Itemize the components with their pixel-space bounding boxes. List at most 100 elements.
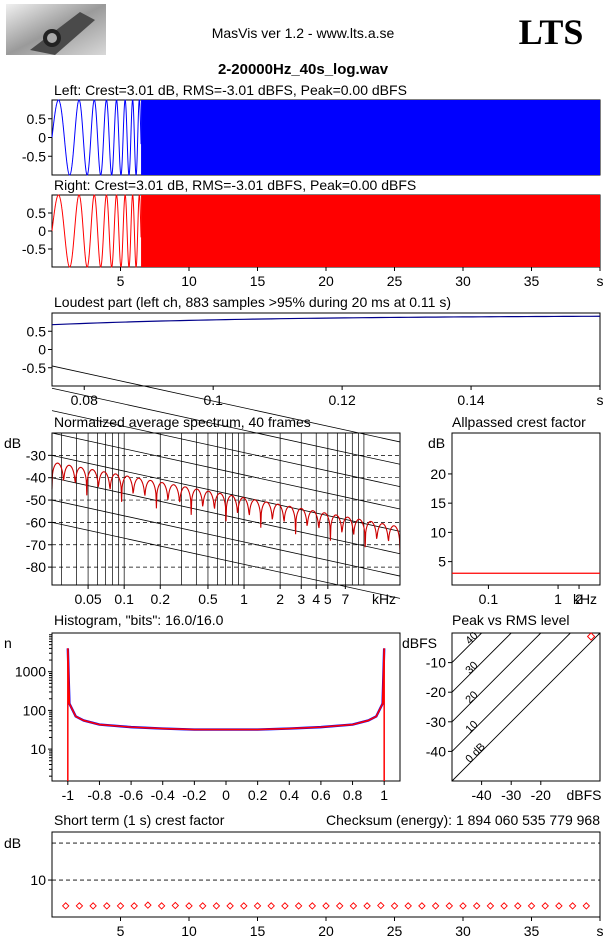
histogram-xtick-label: 0.8 — [343, 787, 363, 803]
right-signal-line — [51, 194, 142, 268]
peak-rms-ytick-label: -10 — [426, 655, 446, 671]
short-term-point — [294, 902, 303, 910]
peak-rms-diagonal — [451, 632, 512, 693]
short-term-point — [527, 902, 536, 910]
spectrum-xtick-label: 5 — [324, 591, 332, 607]
file-name: 2-20000Hz_40s_log.wav — [218, 61, 389, 78]
short-term-point — [281, 902, 289, 910]
loudest-series-line — [51, 315, 601, 326]
short-term-xtick-label: 30 — [455, 923, 471, 939]
histogram-title: Histogram, "bits": 16.0/16.0 — [54, 612, 224, 628]
short-term-point — [103, 902, 111, 910]
spectrum-slope-line — [51, 499, 401, 577]
right-xtick-label: 35 — [524, 273, 540, 289]
right-xtick-label: 30 — [455, 273, 471, 289]
short-term-point — [363, 902, 371, 910]
histogram-ytick-label: 1000 — [15, 664, 46, 680]
short-term-xtick-label: 35 — [524, 923, 540, 939]
short-term-point — [500, 902, 508, 910]
loudest-xtick-label: 0.14 — [457, 392, 484, 408]
histogram-series-line — [67, 648, 385, 731]
peak-rms-xtick-label: -40 — [471, 787, 491, 803]
right-ytick-label: -0.5 — [22, 241, 46, 257]
peak-rms-diagonal — [451, 632, 571, 752]
right-xtick-label: 20 — [318, 273, 334, 289]
short-term-point — [322, 902, 330, 910]
allpass-frame — [451, 432, 601, 586]
short-term-point — [431, 902, 440, 910]
short-term-point — [335, 902, 344, 910]
short-term-frame — [51, 831, 601, 918]
spectrum-plot: dB -30 -40 -50 -60 -70 -80 0.05 0.1 0.2 0.5 1 2 3 4 5 7 k… — [4, 365, 401, 607]
short-term-point — [459, 902, 467, 910]
loudest-part-title: Loudest part (left ch, 883 samples >95% … — [54, 294, 451, 310]
short-term-point — [198, 902, 207, 910]
allpass-xtick-label: 2 — [575, 591, 583, 607]
short-term-point — [472, 902, 481, 910]
spectrum-ylabel: dB — [4, 435, 21, 451]
spectrum-ytick-label: -40 — [26, 470, 46, 486]
loudest-ytick-label: 0.5 — [27, 323, 47, 339]
right-waveform-plot: 0.5 0 -0.5 5 10 15 20 25 30 35 s — [22, 194, 604, 289]
peak-rms-ytick-label: -20 — [426, 684, 446, 700]
lts-logo: LTS — [519, 12, 584, 52]
histogram-ylabel: n — [4, 635, 12, 651]
short-term-point — [130, 902, 138, 910]
spectrum-ytick-label: -50 — [26, 492, 46, 508]
short-term-point — [486, 902, 495, 910]
spectrum-ytick-label: -30 — [26, 447, 46, 463]
right-channel-title: Right: Crest=3.01 dB, RMS=-3.01 dBFS, Pe… — [54, 177, 416, 193]
loudest-part-plot: 0.5 0 -0.5 0.08 0.1 0.12 0.14 s — [22, 312, 604, 408]
short-term-point — [240, 902, 248, 910]
spectrum-slope-line — [51, 365, 401, 443]
short-term-point — [212, 902, 221, 910]
spectrum-slope-line — [51, 454, 401, 532]
allpass-xtick-label: 0.1 — [479, 591, 499, 607]
spectrum-xtick-label: 3 — [297, 591, 305, 607]
short-term-ytick-label: 10 — [30, 872, 46, 888]
right-xtick-label: s — [597, 273, 604, 289]
histogram-xtick-label: 0 — [222, 787, 230, 803]
peak-rms-ytick-label: -40 — [426, 743, 446, 759]
checksum-text: Checksum (energy): 1 894 060 535 779 968 — [326, 812, 600, 828]
loudest-ytick-label: 0 — [38, 342, 46, 358]
loudest-ytick-label: -0.5 — [22, 360, 46, 376]
short-term-point — [377, 901, 385, 910]
peak-rms-diagonal — [451, 632, 542, 723]
short-term-point — [541, 902, 549, 910]
short-term-xtick-label: 20 — [318, 923, 334, 939]
peak-rms-xtick-label: -30 — [501, 787, 521, 803]
peak-rms-diagonal — [451, 632, 601, 782]
peak-rms-diagonal — [451, 632, 482, 663]
allpass-ytick-label: 15 — [430, 495, 446, 511]
left-ytick-label: 0.5 — [27, 111, 47, 127]
short-term-point — [349, 902, 358, 910]
short-term-xtick-label: s — [597, 923, 604, 939]
histogram-xtick-label: 0.6 — [311, 787, 331, 803]
loudest-xtick-label: 0.1 — [203, 392, 223, 408]
left-signal-fill — [141, 100, 601, 175]
spectrum-slope-line — [51, 522, 401, 599]
allpass-ylabel: dB — [428, 435, 445, 451]
spectrum-slope-line — [51, 387, 401, 465]
short-term-point — [171, 901, 180, 910]
short-term-xtick-label: 10 — [181, 923, 197, 939]
short-term-point — [404, 902, 412, 910]
histogram-xtick-label: -0.6 — [119, 787, 143, 803]
right-xtick-label: 25 — [387, 273, 403, 289]
spectrum-ytick-label: -70 — [26, 537, 46, 553]
short-term-ylabel: dB — [4, 835, 21, 851]
left-ytick-label: 0 — [38, 130, 46, 146]
spectrum-slope-line — [51, 410, 401, 488]
histogram-frame — [51, 632, 401, 782]
peak-rms-xlabel: dBFS — [566, 787, 601, 803]
peak-rms-ylabel: dBFS — [402, 635, 437, 651]
short-term-xtick-label: 15 — [250, 923, 266, 939]
short-term-point — [582, 902, 591, 910]
short-term-point — [308, 902, 317, 910]
short-term-xtick-label: 5 — [117, 923, 125, 939]
loudest-xtick-label: 0.08 — [71, 392, 98, 408]
